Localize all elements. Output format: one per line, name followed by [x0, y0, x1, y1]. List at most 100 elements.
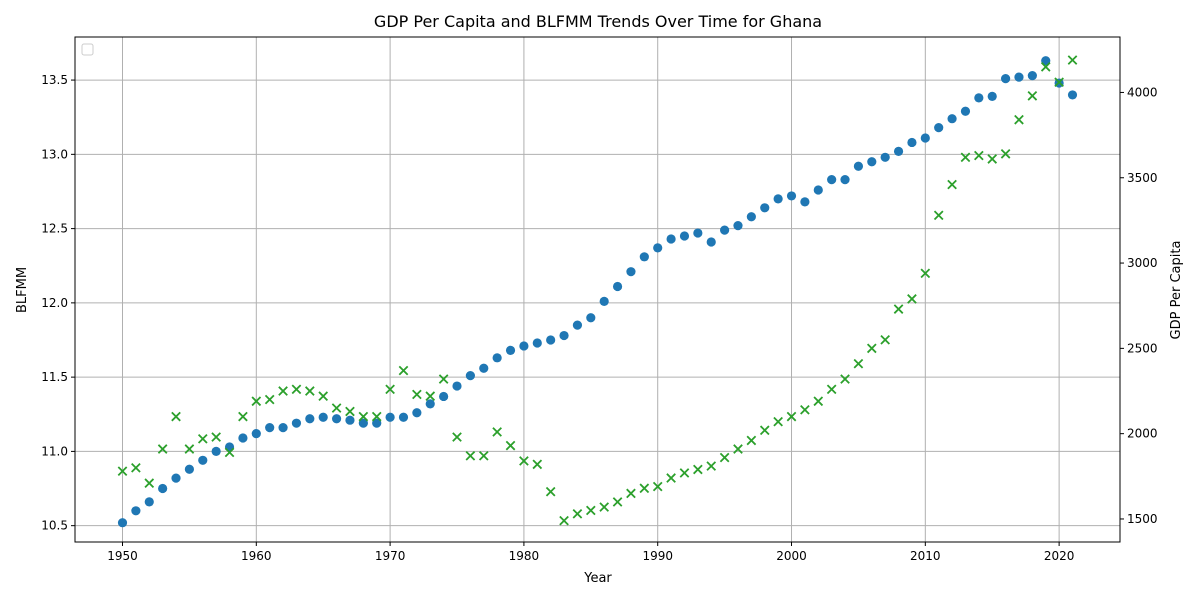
blfmm-point: [532, 338, 542, 348]
gdp-point: [532, 459, 543, 470]
y-left-tick-label: 11.5: [41, 370, 68, 384]
blfmm-point: [238, 433, 248, 443]
y-right-tick-label: 2000: [1127, 427, 1158, 441]
gdp-point: [358, 411, 369, 422]
blfmm-point: [853, 161, 864, 171]
blfmm-point: [693, 228, 703, 238]
gdp-point: [773, 416, 783, 427]
x-tick-label: 2000: [776, 549, 807, 563]
blfmm-point: [452, 381, 462, 391]
gdp-point: [492, 427, 502, 437]
gdp-point: [278, 386, 288, 396]
gdp-point: [331, 403, 342, 413]
gdp-point: [211, 432, 221, 442]
blfmm-point: [773, 194, 783, 204]
blfmm-point: [331, 414, 342, 424]
blfmm-point: [653, 243, 663, 253]
blfmm-point: [505, 345, 516, 355]
blfmm-point: [385, 412, 395, 422]
blfmm-point: [158, 483, 168, 494]
gdp-point: [559, 515, 569, 526]
y-right-tick-label: 1500: [1127, 512, 1158, 526]
y-left-tick-label: 13.5: [41, 73, 68, 87]
blfmm-point: [211, 446, 221, 456]
gdp-point: [264, 394, 275, 405]
y-left-tick-label: 10.5: [41, 519, 68, 533]
blfmm-point: [786, 191, 797, 201]
y-left-tick-label: 12.5: [41, 222, 68, 236]
axis-ticks: 1950 1960 1970 1980 1990 2000 2010 2020 10.5 11.0…: [41, 73, 1157, 563]
gdp-point: [505, 440, 516, 451]
gdp-point: [599, 502, 610, 512]
gdp-point: [438, 374, 449, 384]
gdp-point: [880, 334, 891, 345]
y-axis-right-label: GDP Per Capita: [1169, 241, 1184, 340]
gdp-point: [385, 384, 395, 395]
gdp-point: [639, 483, 650, 494]
gdp-point: [1067, 55, 1078, 65]
blfmm-point: [278, 423, 288, 433]
blfmm-point: [1014, 72, 1024, 82]
gdp-point: [746, 435, 757, 446]
gdp-point: [545, 486, 556, 497]
gdp-point: [759, 425, 770, 436]
x-tick-label: 1990: [642, 549, 673, 563]
gdp-point: [184, 444, 195, 454]
gdp-point: [719, 452, 730, 463]
blfmm-point: [987, 91, 997, 102]
gdp-point: [1000, 149, 1011, 159]
y-right-tick-label: 3500: [1127, 171, 1158, 185]
gdp-point: [800, 404, 810, 415]
y-left-tick-label: 11.0: [41, 444, 68, 458]
blfmm-point: [1067, 90, 1078, 100]
gdp-point: [933, 210, 944, 221]
blfmm-point: [519, 341, 529, 351]
gdp-point: [452, 432, 462, 442]
blfmm-point: [639, 252, 649, 262]
gdp-point: [425, 391, 436, 401]
gdp-point: [251, 396, 262, 407]
blfmm-point: [439, 391, 449, 402]
blfmm-point: [546, 335, 556, 345]
gdp-point: [974, 150, 984, 161]
blfmm-point: [934, 123, 944, 133]
gdp-point: [1054, 77, 1064, 88]
gdp-point: [371, 411, 382, 422]
gdp-point: [840, 374, 850, 384]
gdp-point: [345, 406, 355, 417]
gdp-point: [117, 466, 128, 477]
chart-title: GDP Per Capita and BLFMM Trends Over Tim…: [374, 12, 822, 31]
x-tick-label: 1970: [375, 549, 406, 563]
gdp-point: [893, 304, 904, 314]
data-marks: [117, 55, 1078, 528]
blfmm-point: [171, 473, 181, 483]
blfmm-point: [586, 313, 596, 323]
gdp-point: [853, 358, 864, 369]
blfmm-point: [479, 363, 489, 373]
y-axis-left-label: BLFMM: [15, 267, 30, 313]
plot-frame: [74, 36, 1121, 543]
gdp-point: [907, 294, 917, 304]
gdp-point: [987, 154, 998, 164]
blfmm-point: [251, 428, 261, 439]
gdp-point: [144, 478, 155, 488]
blfmm-point: [398, 412, 409, 422]
gdp-point: [412, 389, 422, 400]
gdp-point: [197, 433, 208, 444]
blfmm-point: [1027, 71, 1037, 81]
blfmm-point: [559, 330, 569, 341]
x-tick-label: 1980: [509, 549, 540, 563]
blfmm-point: [800, 197, 810, 207]
blfmm-point: [1000, 73, 1011, 84]
gdp-point: [733, 444, 743, 454]
blfmm-point: [760, 203, 770, 213]
blfmm-point: [412, 408, 422, 418]
blfmm-point: [1041, 56, 1051, 66]
gdp-point: [666, 473, 676, 483]
gdp-point: [813, 396, 824, 407]
gdp-point: [238, 411, 248, 422]
gdp-point: [519, 456, 529, 466]
blfmm-point: [893, 146, 904, 156]
blfmm-point: [345, 415, 355, 425]
